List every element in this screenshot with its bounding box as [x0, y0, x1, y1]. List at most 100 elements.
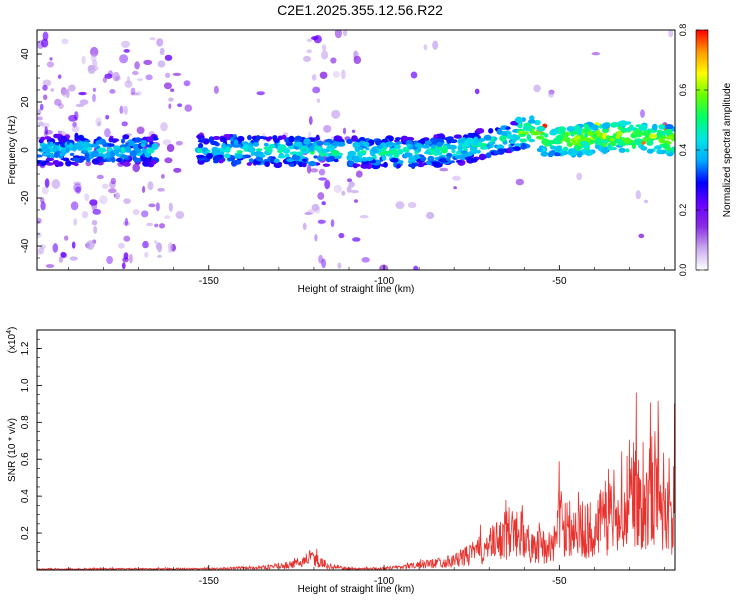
spectrogram-noise-cell [168, 97, 174, 102]
spectrogram-noise-cell [114, 192, 120, 200]
spectrogram-noise-cell [93, 226, 98, 234]
spectrogram-ridge-cell [476, 128, 485, 134]
spectrogram-ridge-cell [233, 139, 239, 146]
spectrogram-noise-cell [105, 114, 110, 120]
spectrogram-ridge-cell [536, 147, 543, 153]
spectrogram-ridge-cell [360, 150, 367, 154]
spectrogram-noise-cell [146, 222, 154, 227]
spectrogram-ridge-cell [272, 138, 281, 142]
spectrogram-noise-cell [75, 103, 85, 108]
spectrogram-ridge-cell [584, 123, 590, 131]
spectrogram-noise-cell [112, 71, 120, 82]
page-title: C2E1.2025.355.12.56.R22 [277, 2, 443, 18]
spectrogram-ridge-cell [59, 139, 67, 143]
spectrogram-noise-cell [309, 168, 319, 173]
colorbar-tick-label: 0.8 [678, 24, 688, 37]
spectrogram-noise-cell [332, 71, 340, 78]
spectrogram-noise-cell [75, 186, 81, 194]
spectrogram-ridge-cell [295, 151, 303, 156]
spectrogram-ridge-cell [557, 126, 566, 133]
spectrogram-ridge-cell [648, 133, 658, 139]
spectrogram-ridge-cell [592, 124, 599, 131]
spectrogram-ridge-cell [634, 128, 642, 135]
spectrogram-ridge-cell [624, 121, 632, 125]
spectrogram-ridge-cell [250, 152, 255, 156]
spectrogram-ridge-cell [257, 136, 266, 139]
spectrogram-ridge-cell [52, 160, 60, 165]
snr-scale-label: (x104) [6, 327, 18, 354]
spectrogram-noise-cell [58, 256, 63, 263]
spectrogram-ridge-cell [436, 141, 444, 148]
spectrogram-noise-cell [144, 251, 149, 258]
spectrogram-ridge-cell [442, 145, 448, 151]
spectrogram-noise-cell [70, 201, 79, 211]
spectrogram-ridge-cell [400, 135, 409, 142]
spectrogram-ridge-cell [49, 152, 54, 157]
spectrogram-ridge-cell [623, 128, 633, 132]
spectrogram-ridge-cell [534, 119, 541, 126]
spectrogram-ridge-cell [196, 154, 205, 159]
spectrogram-ridge-cell [566, 125, 575, 132]
spectrogram-ridge-cell [478, 138, 486, 142]
spectrogram-ridge-cell [594, 143, 600, 149]
spectrogram-ridge-cell [255, 157, 262, 161]
spectrogram-ridge-cell [301, 158, 308, 162]
spectrogram-x-tick-label: -100 [374, 276, 394, 287]
spectrogram-ridge-cell [74, 132, 79, 140]
spectrogram-noise-cell [121, 105, 126, 114]
spectrogram-ridge-cell [61, 151, 66, 157]
spectrogram-ridge-cell [460, 150, 467, 155]
spectrogram-ridge-cell [321, 148, 327, 154]
spectrogram-noise-cell [154, 223, 159, 228]
spectrogram-ridge-cell [441, 159, 446, 163]
spectrogram-noise-cell [66, 88, 70, 99]
spectrogram-noise-cell [321, 50, 329, 60]
spectrogram-noise-cell [141, 210, 149, 218]
spectrogram-noise-cell [38, 121, 44, 127]
spectrogram-noise-cell [308, 116, 313, 125]
spectrogram-noise-cell [157, 60, 166, 68]
spectrogram-ridge-cell [390, 157, 399, 163]
spectrogram-ridge-cell [480, 146, 489, 150]
spectrogram-ridge-cell [574, 124, 581, 131]
spectrogram-noise-cell [338, 232, 345, 239]
spectrogram-ridge-cell [395, 141, 403, 145]
spectrogram-noise-cell [41, 122, 50, 129]
spectrogram-ridge-cell [470, 157, 478, 163]
spectrogram-noise-cell [123, 198, 131, 205]
spectrogram-noise-cell [71, 241, 76, 249]
spectrogram-ridge-cell [37, 154, 43, 158]
spectrogram-noise-cell [256, 91, 265, 96]
spectrogram-ridge-cell [44, 136, 52, 140]
spectrogram-noise-cell [90, 46, 99, 57]
spectrogram-ridge-cell [658, 137, 665, 144]
spectrogram-noise-cell [39, 103, 44, 111]
spectrogram-ridge-cell [477, 141, 483, 148]
spectrogram-ridge-cell [53, 133, 60, 139]
spectrogram-noise-cell [515, 178, 524, 186]
spectrogram-noise-cell [352, 237, 361, 242]
spectrogram-ridge-cell [615, 134, 621, 140]
spectrogram-noise-cell [640, 109, 645, 118]
spectrogram-noise-cell [638, 233, 645, 239]
spectrogram-ridge-cell [609, 138, 615, 142]
spectrogram-ridge-cell [151, 143, 159, 150]
spectrogram-noise-cell [314, 234, 318, 242]
spectrogram-noise-cell [119, 54, 129, 64]
snr-y-ticks: 0.2 0.4 0.6 0.8 1.0 1.2 [20, 338, 42, 562]
spectrogram-ridge-cell [206, 152, 214, 160]
spectrogram-noise-cell [102, 76, 107, 83]
spectrogram-noise-cell [147, 181, 154, 191]
spectrogram-ridge-cell [629, 124, 634, 129]
spectrogram-ridge-cell [453, 134, 462, 139]
spectrogram-noise-cell [474, 88, 480, 95]
spectrogram-noise-cell [63, 235, 69, 241]
spectrogram-noise-cell [322, 44, 327, 52]
spectrogram-noise-cell [164, 54, 173, 61]
spectrogram-ridge-cell [571, 148, 577, 155]
spectrogram-ridge-cell [601, 122, 611, 130]
spectrogram-noise-cell [60, 87, 67, 96]
spectrogram-ridge-cell [573, 145, 579, 149]
spectrogram-ridge-cell [107, 143, 114, 147]
spectrogram-y-tick-label: 40 [20, 48, 31, 60]
